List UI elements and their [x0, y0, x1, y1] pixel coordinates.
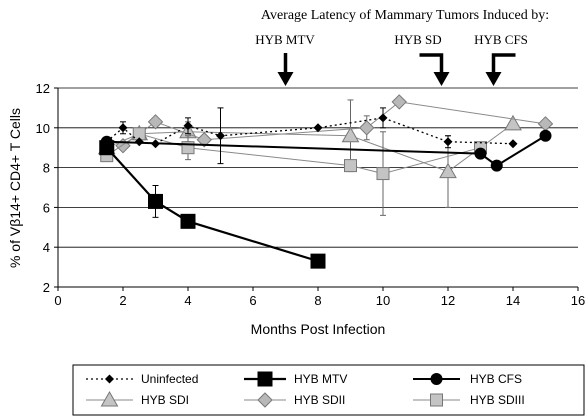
- x-tick-label: 16: [571, 293, 585, 308]
- data-point: [344, 159, 357, 173]
- data-point: [391, 94, 407, 110]
- y-tick-label: 12: [36, 81, 50, 96]
- chart-title: Average Latency of Mammary Tumors Induce…: [261, 8, 549, 23]
- arrow-hyb-cfs: [491, 53, 516, 74]
- legend-item-hyb-cfs: HYB CFS: [413, 372, 522, 386]
- legend-item-uninfected: Uninfected: [86, 372, 198, 386]
- legend-marker: [257, 371, 273, 387]
- data-point: [539, 129, 552, 142]
- data-point: [378, 113, 388, 123]
- legend-item-hyb-sdiii: HYB SDIII: [413, 393, 525, 407]
- series-hyb-mtv: [99, 140, 326, 269]
- data-point: [504, 114, 522, 131]
- data-point: [359, 120, 375, 136]
- arrow-hyb-sd-head: [433, 72, 450, 86]
- data-point: [490, 159, 503, 172]
- data-point: [118, 123, 128, 133]
- arrow-hyb-cfs-head: [485, 72, 502, 86]
- y-tick-label: 4: [43, 240, 50, 255]
- series-hyb-cfs: [100, 129, 552, 172]
- data-point: [147, 114, 164, 130]
- arrow-hyb-sd: [419, 53, 444, 74]
- series-line: [105, 146, 319, 263]
- legend-marker: [430, 373, 443, 385]
- annotation-hyb-sd: HYB SD: [394, 32, 441, 47]
- data-point: [183, 121, 193, 131]
- legend-label: HYB SDII: [294, 393, 345, 407]
- legend-item-hyb-mtv: HYB MTV: [244, 371, 347, 387]
- legend-label: HYB MTV: [294, 372, 347, 386]
- x-axis-title: Months Post Infection: [251, 321, 386, 337]
- series-uninfected: [102, 107, 518, 165]
- x-tick-label: 8: [314, 293, 321, 308]
- y-tick-label: 10: [36, 121, 50, 136]
- y-axis-title: % of Vβ14+ CD4+ T Cells: [7, 108, 23, 268]
- legend-label: HYB CFS: [470, 372, 522, 386]
- annotation-hyb-mtv: HYB MTV: [255, 32, 315, 47]
- series-hyb-sdii: [115, 94, 554, 154]
- x-tick-label: 14: [506, 293, 520, 308]
- legend-label: HYB SDI: [141, 393, 189, 407]
- data-point: [474, 147, 487, 160]
- x-tick-label: 12: [441, 293, 455, 308]
- legend-item-hyb-sdi: HYB SDI: [86, 390, 189, 407]
- data-point: [443, 137, 453, 147]
- arrowhead-hyb-mtv: [277, 72, 294, 86]
- legend-marker: [105, 374, 114, 384]
- data-point: [148, 193, 163, 209]
- data-point: [99, 140, 115, 156]
- y-tick-label: 2: [43, 280, 50, 295]
- x-tick-label: 10: [376, 293, 390, 308]
- y-tick-label: 8: [43, 161, 50, 176]
- series-line: [122, 101, 546, 147]
- data-point: [313, 123, 323, 133]
- data-point: [216, 131, 225, 141]
- data-point: [180, 213, 196, 229]
- series-line: [106, 117, 514, 145]
- data-point: [376, 167, 390, 181]
- x-tick-label: 4: [184, 293, 191, 308]
- data-point: [537, 116, 554, 132]
- data-point: [310, 253, 326, 269]
- data-point: [115, 138, 131, 154]
- annotation-hyb-cfs: HYB CFS: [474, 32, 528, 47]
- legend-label: HYB SDIII: [470, 393, 525, 407]
- legend-marker: [430, 393, 443, 407]
- data-point: [508, 139, 518, 149]
- x-tick-label: 0: [54, 293, 61, 308]
- y-tick-label: 6: [43, 200, 50, 215]
- data-point: [341, 126, 360, 143]
- data-point: [439, 162, 457, 179]
- legend-item-hyb-sdii: HYB SDII: [244, 392, 345, 408]
- data-point: [196, 132, 212, 148]
- legend-marker: [100, 390, 119, 407]
- x-tick-label: 6: [249, 293, 256, 308]
- data-point: [134, 137, 144, 147]
- legend-label: Uninfected: [141, 372, 198, 386]
- series-line: [106, 134, 547, 167]
- legend-marker: [257, 392, 273, 408]
- legend: Uninfected HYB MTV HYB CFS HYB SDI HYB SDII H…: [72, 364, 585, 416]
- x-tick-label: 2: [119, 293, 126, 308]
